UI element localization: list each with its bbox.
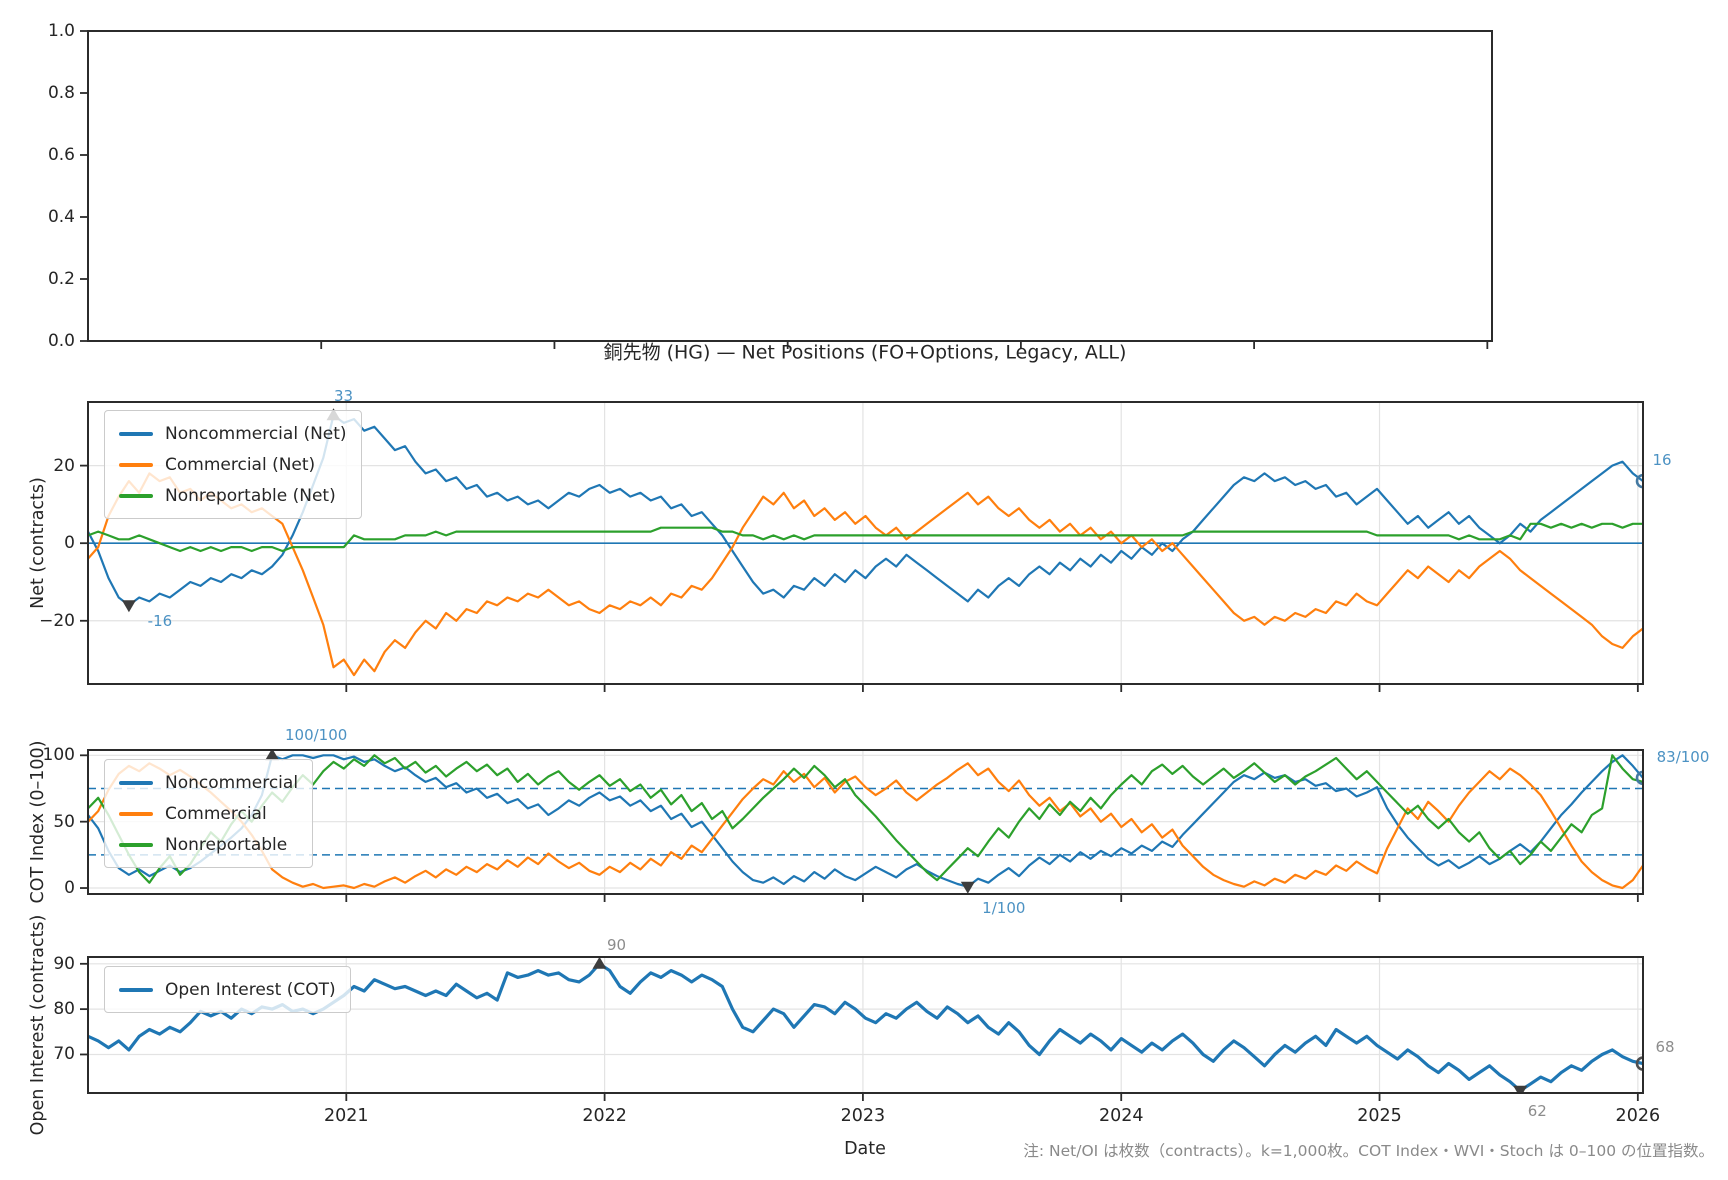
x-tick-label: 2024 [1098, 1106, 1144, 1126]
legend-line-icon [119, 811, 153, 816]
legend-line-icon [119, 462, 153, 467]
y-tick-label: 0 [64, 878, 75, 899]
annotation-cot-index: 100/100 [284, 726, 348, 745]
annotation-open-interest: 90 [606, 935, 627, 954]
legend-line-icon [119, 431, 153, 436]
legend-item: Noncommercial [119, 767, 298, 798]
last-value-marker-icon [1635, 770, 1643, 786]
panel-cot-index [87, 749, 1644, 895]
x-tick-label: 2026 [1615, 1106, 1661, 1126]
panel-net-positions [87, 401, 1644, 685]
legend-item: Commercial (Net) [119, 449, 347, 480]
legend-line-icon [119, 987, 153, 992]
legend-line-icon [119, 780, 153, 785]
y-tick-label: 70 [53, 1044, 75, 1065]
trough-marker-icon [960, 881, 975, 894]
annotation-open-interest: 68 [1655, 1037, 1675, 1056]
x-tick-label: 2023 [840, 1106, 886, 1126]
x-tick-label: 2021 [324, 1106, 369, 1126]
y-tick-label: −20 [39, 610, 75, 631]
y-axis-title-net-positions: Net (contracts) [28, 477, 48, 609]
trough-marker-icon [121, 600, 136, 613]
legend-label: Noncommercial (Net) [165, 423, 347, 444]
annotation-net-positions: -16 [147, 612, 173, 631]
legend-item: Nonreportable [119, 829, 298, 860]
peak-marker-icon [265, 750, 280, 761]
y-tick-label: 0 [64, 533, 75, 554]
legend-item: Open Interest (COT) [119, 974, 336, 1005]
legend-label: Nonreportable (Net) [165, 485, 336, 506]
legend-label: Commercial [165, 803, 267, 824]
annotation-open-interest: 62 [1527, 1101, 1547, 1120]
y-tick-label: 0.2 [47, 269, 75, 289]
legend-item: Commercial [119, 798, 298, 829]
legend-item: Noncommercial (Net) [119, 418, 347, 449]
x-axis-title: Date [844, 1139, 886, 1159]
y-tick-label: 0.0 [47, 331, 75, 351]
last-value-marker-icon [1635, 473, 1643, 489]
legend-item: Nonreportable (Net) [119, 480, 347, 511]
y-tick-label: 80 [53, 999, 75, 1020]
legend-cot-index: Noncommercial Commercial Nonreportable [104, 759, 314, 868]
y-tick-label: 1.0 [47, 21, 75, 41]
y-axis-title-open-interest: Open Interest (contracts) [28, 914, 48, 1136]
legend-label: Nonreportable [165, 834, 288, 855]
legend-label: Noncommercial [165, 772, 299, 793]
legend-line-icon [119, 842, 153, 847]
y-tick-label: 0.8 [47, 83, 75, 103]
series-commercial [88, 762, 1643, 890]
y-tick-label: 20 [53, 455, 75, 476]
legend-net-positions: Noncommercial (Net) Commercial (Net) Nonre… [104, 410, 362, 519]
y-tick-label: 100 [42, 745, 75, 766]
y-axis-title-cot-index: COT Index (0–100) [28, 740, 48, 904]
last-value-marker-icon [1635, 1056, 1643, 1071]
y-tick-label: 50 [53, 811, 75, 832]
legend-line-icon [119, 493, 153, 498]
legend-label: Commercial (Net) [165, 454, 316, 475]
series-nonreportable-net- [88, 522, 1643, 553]
y-tick-label: 0.4 [47, 207, 75, 227]
annotation-cot-index: 83/100 [1656, 747, 1710, 766]
legend-open-interest: Open Interest (COT) [104, 966, 351, 1013]
x-tick-label: 2025 [1357, 1106, 1402, 1126]
annotation-net-positions: 16 [1652, 451, 1672, 470]
panel-empty [87, 30, 1493, 342]
chart-title: 銅先物 (HG) — Net Positions (FO+Options, Le… [603, 341, 1127, 364]
series-commercial-net- [88, 472, 1643, 677]
annotation-cot-index: 1/100 [982, 898, 1026, 917]
y-tick-label: 90 [53, 953, 75, 974]
x-tick-label: 2022 [582, 1106, 627, 1126]
panel-open-interest [87, 956, 1644, 1094]
annotation-net-positions: 33 [333, 387, 354, 406]
series-nonreportable [88, 754, 1643, 884]
series-noncommercial [88, 754, 1643, 888]
footnote: 注: Net/OI は枚数（contracts）。k=1,000枚。COT In… [1023, 1142, 1714, 1160]
trough-marker-icon [1513, 1085, 1528, 1093]
peak-marker-icon [592, 957, 607, 969]
y-tick-label: 0.6 [47, 145, 75, 165]
legend-label: Open Interest (COT) [165, 979, 336, 1000]
